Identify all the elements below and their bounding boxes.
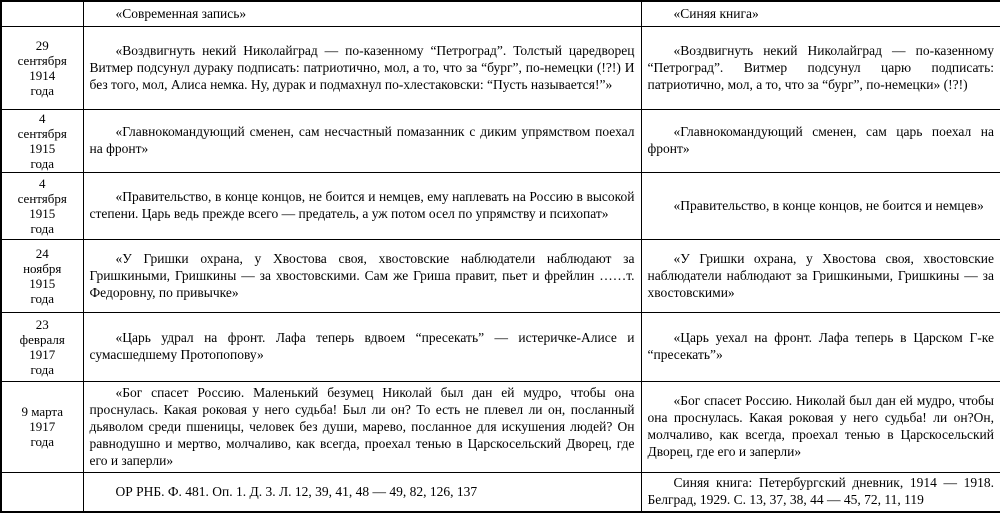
date-cell: 23 февраля 1917 года <box>0 311 84 382</box>
blue-entry-cell: «Главнокомандующий сменен, сам царь поех… <box>640 108 1000 173</box>
blue-entry-cell: «Воздвигнуть некий Николайград — по-казе… <box>640 25 1000 110</box>
date-cell: 9 марта 1917 года <box>0 380 84 473</box>
header-row: «Современная запись» «Синяя книга» <box>0 0 1000 27</box>
date-column-header <box>0 0 84 27</box>
table-row: 29 сентября 1914 года «Воздвигнуть некий… <box>0 25 1000 110</box>
blue-entry-cell: «Бог спасет Россию. Николай был дан ей м… <box>640 380 1000 473</box>
table-row: 24 ноября 1915 года «У Гришки охрана, у … <box>0 238 1000 313</box>
table-row: 23 февраля 1917 года «Царь удрал на фрон… <box>0 311 1000 382</box>
modern-entry-cell: «Правительство, в конце концов, не боитс… <box>82 171 642 240</box>
modern-entry-cell: «Воздвигнуть некий Николайград — по-казе… <box>82 25 642 110</box>
modern-entry-cell: «Царь удрал на фронт. Лафа теперь вдвоем… <box>82 311 642 382</box>
table-row: 4 сентября 1915 года «Главнокомандующий … <box>0 108 1000 173</box>
modern-column-header: «Современная запись» <box>82 0 642 27</box>
blue-source-cell: Синяя книга: Петербургский дневник, 1914… <box>640 471 1000 513</box>
date-cell: 29 сентября 1914 года <box>0 25 84 110</box>
date-cell: 4 сентября 1915 года <box>0 171 84 240</box>
blue-entry-cell: «У Гришки охрана, у Хвостова своя, хвост… <box>640 238 1000 313</box>
date-cell: 24 ноября 1915 года <box>0 238 84 313</box>
modern-entry-cell: «Главнокомандующий сменен, сам несчастны… <box>82 108 642 173</box>
table-row: 4 сентября 1915 года «Правительство, в к… <box>0 171 1000 240</box>
date-cell: 4 сентября 1915 года <box>0 108 84 173</box>
modern-source-cell: ОР РНБ. Ф. 481. Оп. 1. Д. 3. Л. 12, 39, … <box>82 471 642 513</box>
sources-row: ОР РНБ. Ф. 481. Оп. 1. Д. 3. Л. 12, 39, … <box>0 471 1000 513</box>
date-cell-empty <box>0 471 84 513</box>
table-row: 9 марта 1917 года «Бог спасет Россию. Ма… <box>0 380 1000 473</box>
modern-entry-cell: «У Гришки охрана, у Хвостова своя, хвост… <box>82 238 642 313</box>
blue-column-header: «Синяя книга» <box>640 0 1000 27</box>
modern-entry-cell: «Бог спасет Россию. Маленький безумец Ни… <box>82 380 642 473</box>
blue-entry-cell: «Царь уехал на фронт. Лафа теперь в Царс… <box>640 311 1000 382</box>
blue-entry-cell: «Правительство, в конце концов, не боитс… <box>640 171 1000 240</box>
